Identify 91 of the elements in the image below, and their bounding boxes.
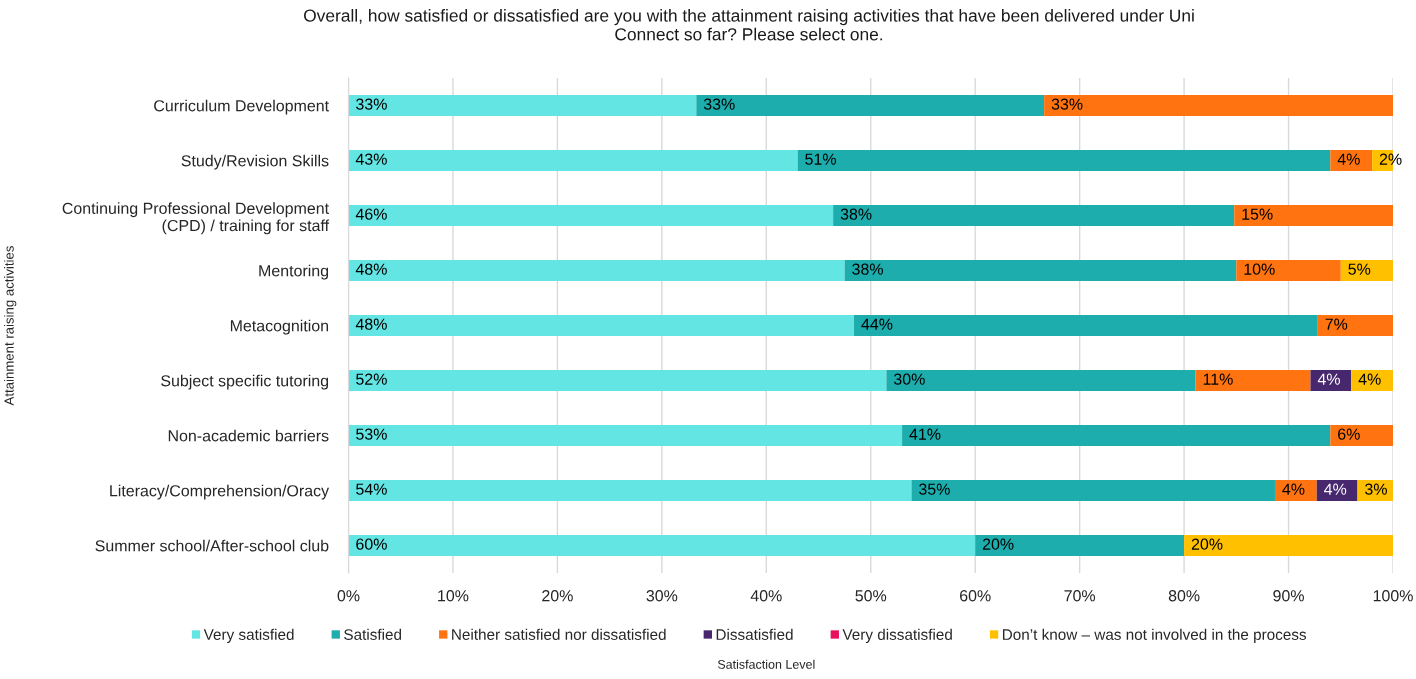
bar [975,535,1185,556]
bar [348,370,887,391]
x-tick-label: 40% [750,590,782,602]
x-tick-label: 30% [646,590,678,602]
data-label: 4% [1324,483,1347,495]
legend-label: Don’t know – was not involved in the process [1002,628,1307,643]
bar [911,480,1275,501]
bar [854,315,1318,336]
bar [1044,95,1393,116]
x-tick-label: 50% [855,590,887,602]
data-label: 33% [703,98,735,110]
bar [348,425,903,446]
data-label: 30% [893,373,925,385]
x-axis-title: Satisfaction Level [717,659,815,669]
bar [1184,535,1393,556]
data-label: 7% [1325,318,1348,330]
x-tick-label: 70% [1064,590,1096,602]
data-label: 51% [805,153,836,165]
data-label: 44% [861,318,893,330]
data-label: 54% [356,483,387,495]
bar [844,260,1237,281]
y-tick-label: Curriculum Development [154,99,329,115]
bar [886,370,1196,391]
data-label: 5% [1348,263,1371,275]
bar [1317,315,1393,336]
data-label: 15% [1242,208,1273,220]
legend-label: Satisfied [344,628,402,640]
bar [348,150,798,171]
data-label: 6% [1338,428,1360,440]
bar [1195,370,1311,391]
data-label: 3% [1365,483,1387,495]
x-tick-label: 60% [960,590,991,602]
x-tick-label: 20% [542,590,573,602]
data-label: 52% [356,373,387,385]
data-label: 35% [919,483,950,495]
y-tick-label: Summer school/After-school club [95,539,329,552]
data-label: 53% [356,428,387,440]
y-tick-label: Study/Revision Skills [181,154,329,170]
bar [1274,480,1317,501]
data-label: 4% [1317,373,1340,385]
data-label: 4% [1358,373,1381,385]
y-tick-label: Literacy/Comprehension/Oracy [110,484,330,500]
bar [348,205,834,226]
legend-label: Very dissatisfied [842,628,952,643]
data-label: 38% [840,208,872,220]
bar [348,535,976,556]
data-label: 48% [355,318,387,330]
data-label: 10% [1244,263,1275,275]
legend-label: Very satisfied [203,628,294,643]
bar [833,205,1235,226]
data-label: 38% [852,263,883,275]
bar [1236,260,1341,281]
bar [902,425,1331,446]
bar [1310,370,1352,391]
bar [1340,260,1393,281]
y-tick-label: Non-academic barriers [168,429,329,442]
chart-title: Overall, how satisfied or dissatisfied are you with the attainment raising activities that have been delivered under Uni Connect so far? Please select one. [304,9,1194,41]
x-tick-label: 0% [337,590,360,602]
data-label: 20% [982,538,1014,550]
data-label: 60% [356,538,387,550]
y-tick-label: Continuing Professional Development (CPD) / training for staff [62,202,330,235]
y-tick-label: Subject specific tutoring [161,374,329,390]
x-tick-label: 90% [1273,590,1304,602]
y-tick-label: Metacognition [230,319,329,335]
data-label: 11% [1203,373,1233,385]
x-tick-label: 10% [438,590,469,602]
data-label: 20% [1191,538,1223,550]
x-tick-label: 100% [1373,590,1413,602]
bar [1330,150,1373,171]
y-tick-label: Mentoring [259,264,329,280]
data-label: 48% [355,263,387,275]
x-tick-label: 80% [1168,590,1200,602]
data-label: 43% [355,153,387,165]
y-axis-title: Attainment raising activities [4,246,17,406]
data-label: 41% [909,428,941,440]
data-label: 33% [1051,98,1083,110]
legend-label: Neither satisfied nor dissatisfied [452,628,666,640]
data-label: 33% [356,98,387,110]
bar [348,480,912,501]
bar [1234,205,1393,226]
bar [1351,370,1393,391]
data-label: 4% [1282,483,1305,495]
bar [348,315,855,336]
bar [348,95,697,116]
legend-label: Dissatisfied [716,628,793,640]
bar [348,260,845,281]
data-label: 4% [1337,153,1360,165]
bar [797,150,1331,171]
data-label: 46% [355,208,387,220]
bar [696,95,1045,116]
bar [1330,425,1393,446]
